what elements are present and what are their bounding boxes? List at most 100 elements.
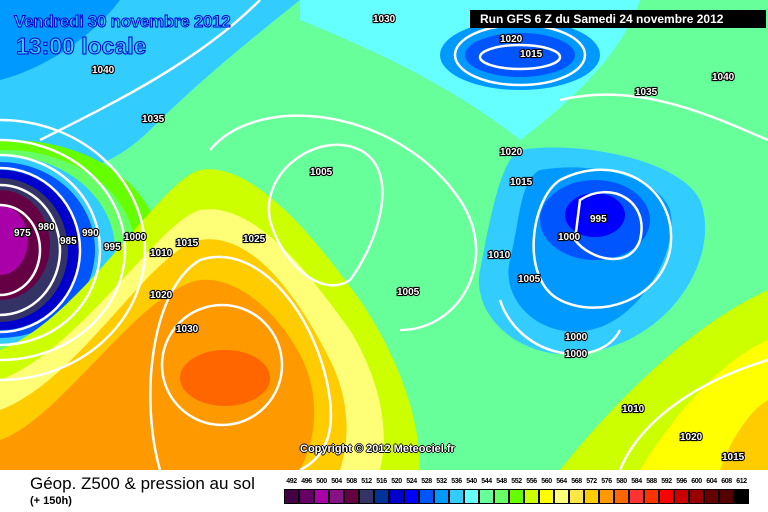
legend-item: 504 [329, 478, 344, 504]
legend-label: 592 [661, 478, 672, 485]
isobar-label: 1010 [622, 404, 645, 415]
isobar-label: 1020 [680, 432, 703, 443]
legend-swatch [524, 489, 539, 504]
legend-item: 544 [479, 478, 494, 504]
legend-swatch [314, 489, 329, 504]
legend-label: 496 [301, 478, 312, 485]
legend-label: 512 [361, 478, 372, 485]
legend-label: 572 [586, 478, 597, 485]
legend-item: 524 [404, 478, 419, 504]
legend-item: 596 [674, 478, 689, 504]
isobar-label: 1020 [150, 290, 173, 301]
legend-item: 532 [434, 478, 449, 504]
legend-swatch [644, 489, 659, 504]
isobar-label: 1020 [500, 147, 523, 158]
isobar-label: 985 [60, 236, 77, 247]
legend-item: 500 [314, 478, 329, 504]
legend-label: 524 [406, 478, 417, 485]
legend-label: 492 [286, 478, 297, 485]
legend-label: 544 [481, 478, 492, 485]
legend-item: 564 [554, 478, 569, 504]
run-info: Run GFS 6 Z du Samedi 24 novembre 2012 [470, 10, 766, 28]
isobar-label: 1035 [142, 114, 165, 125]
legend-swatch [434, 489, 449, 504]
legend-swatch [584, 489, 599, 504]
forecast-offset: (+ 150h) [30, 495, 72, 507]
legend-swatch [389, 489, 404, 504]
legend-label: 564 [556, 478, 567, 485]
legend-item: 516 [374, 478, 389, 504]
legend-swatch [599, 489, 614, 504]
isobar-label: 1040 [92, 65, 115, 76]
isobar-label: 990 [82, 228, 99, 239]
legend-swatch [659, 489, 674, 504]
legend-label: 540 [466, 478, 477, 485]
legend-item: 612 [734, 478, 749, 504]
legend-swatch [539, 489, 554, 504]
legend-swatch [734, 489, 749, 504]
isobar-label: 1010 [488, 250, 511, 261]
isobar-label: 1005 [518, 274, 541, 285]
legend-swatch [569, 489, 584, 504]
legend-swatch [614, 489, 629, 504]
legend-item: 576 [599, 478, 614, 504]
isobar-label: 995 [590, 214, 607, 225]
legend-label: 516 [376, 478, 387, 485]
isobar-label: 1000 [558, 232, 581, 243]
isobar-label: 1015 [722, 452, 745, 463]
legend-swatch [704, 489, 719, 504]
isobar-label: 1015 [510, 177, 533, 188]
legend-label: 552 [511, 478, 522, 485]
legend-item: 572 [584, 478, 599, 504]
legend-swatch [479, 489, 494, 504]
isobar-label: 1030 [176, 324, 199, 335]
legend-swatch [329, 489, 344, 504]
isobar-label: 1005 [397, 287, 420, 298]
legend-label: 520 [391, 478, 402, 485]
legend-item: 512 [359, 478, 374, 504]
forecast-date: Vendredi 30 novembre 2012 [13, 12, 231, 32]
legend-item: 600 [689, 478, 704, 504]
legend-item: 604 [704, 478, 719, 504]
isobar-label: 980 [38, 222, 55, 233]
legend-item: 536 [449, 478, 464, 504]
isobar-label: 1015 [176, 238, 199, 249]
legend-swatch [494, 489, 509, 504]
legend-item: 608 [719, 478, 734, 504]
legend-item: 556 [524, 478, 539, 504]
legend-label: 508 [346, 478, 357, 485]
legend-label: 612 [736, 478, 747, 485]
legend-swatch [629, 489, 644, 504]
isobar-label: 1015 [520, 49, 543, 60]
isobar-label: 1030 [373, 14, 396, 25]
legend-label: 596 [676, 478, 687, 485]
legend-label: 528 [421, 478, 432, 485]
isobar-label: 1000 [565, 349, 588, 360]
legend-swatch [359, 489, 374, 504]
legend-item: 528 [419, 478, 434, 504]
legend-label: 604 [706, 478, 717, 485]
legend-label: 556 [526, 478, 537, 485]
legend-item: 592 [659, 478, 674, 504]
legend-item: 508 [344, 478, 359, 504]
isobar-label: 1000 [124, 232, 147, 243]
legend-label: 584 [631, 478, 642, 485]
legend-label: 576 [601, 478, 612, 485]
isobar-label: 1000 [565, 332, 588, 343]
legend-label: 560 [541, 478, 552, 485]
legend-swatch [554, 489, 569, 504]
legend-label: 500 [316, 478, 327, 485]
legend-label: 536 [451, 478, 462, 485]
footer-bar: Géop. Z500 & pression au sol (+ 150h) 49… [0, 470, 768, 512]
legend-item: 568 [569, 478, 584, 504]
legend-item: 540 [464, 478, 479, 504]
isobar-label: 1005 [310, 167, 333, 178]
legend-label: 532 [436, 478, 447, 485]
legend-swatch [284, 489, 299, 504]
legend-item: 588 [644, 478, 659, 504]
legend-swatch [419, 489, 434, 504]
map-title: Géop. Z500 & pression au sol [30, 474, 255, 493]
legend-swatch [374, 489, 389, 504]
legend-item: 584 [629, 478, 644, 504]
legend-item: 492 [284, 478, 299, 504]
